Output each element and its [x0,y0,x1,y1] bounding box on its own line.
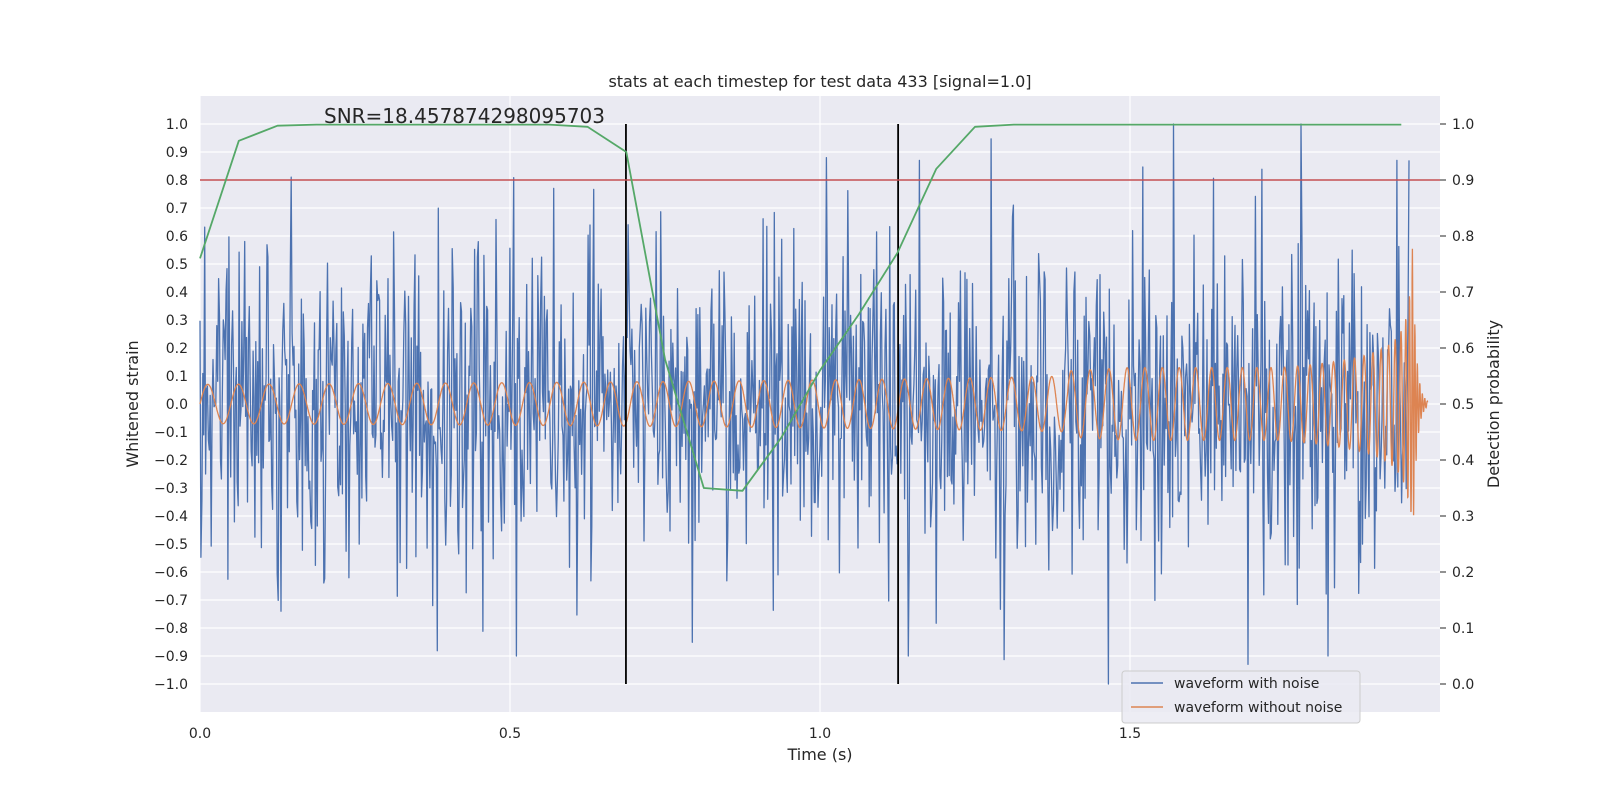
y-tick-label: −0.9 [154,649,188,665]
y-tick-label: −0.7 [154,593,188,609]
y-tick-label: 0.8 [166,173,188,189]
x-tick-label: 0.0 [189,726,211,742]
x-tick-label: 1.5 [1119,726,1141,742]
y2-tick-label: 0.3 [1452,509,1474,525]
y2-tick-label: 0.4 [1452,453,1474,469]
series-waveform-with-noise [199,123,1410,685]
legend-label-noisy: waveform with noise [1174,676,1319,692]
y-tick-label: −0.2 [154,453,188,469]
legend: waveform with noise waveform without noi… [1121,670,1361,724]
chart-title: stats at each timestep for test data 433… [608,72,1031,91]
y-tick-label: −1.0 [154,677,188,693]
y-tick-label: −0.8 [154,621,188,637]
y-tick-label: −0.4 [154,509,188,525]
y-tick-label: −0.5 [154,537,188,553]
y-tick-label: 1.0 [166,117,188,133]
y-tick-label: −0.3 [154,481,188,497]
plot-content [199,123,1440,685]
y-tick-label: 0.2 [166,341,188,357]
y2-tick-label: 1.0 [1452,117,1474,133]
y2-tick-label: 0.9 [1452,173,1474,189]
y-tick-label: 0.7 [166,201,188,217]
y-tick-label: 0.3 [166,313,188,329]
x-tick-label: 1.0 [809,726,831,742]
y-tick-label: −0.1 [154,425,188,441]
y-tick-label: −0.6 [154,565,188,581]
y-tick-label: 0.0 [166,397,188,413]
y-tick-label: 0.1 [166,369,188,385]
ticks: 0.0 0.5 1.0 1.5 1.0 0.9 0.8 0.7 0.6 0.5 0.4 0.3 0.2 0… [154,117,1474,742]
series-detection-probability [199,123,1402,492]
y-axis-title: Whitened strain [123,340,142,467]
y2-tick-label: 0.6 [1452,341,1474,357]
legend-box [1121,670,1361,724]
y-tick-label: 0.9 [166,145,188,161]
y-tick-label: 0.5 [166,257,188,273]
y-tick-label: 0.4 [166,285,188,301]
y2-tick-label: 0.8 [1452,229,1474,245]
y2-tick-label: 0.0 [1452,677,1474,693]
y-tick-label: 0.6 [166,229,188,245]
snr-annotation: SNR=18.457874298095703 [324,104,605,128]
y2-axis-title: Detection probability [1484,320,1503,488]
y2-tick-label: 0.7 [1452,285,1474,301]
x-tick-label: 0.5 [499,726,521,742]
legend-label-clean: waveform without noise [1174,700,1342,716]
x-axis-title: Time (s) [786,745,852,764]
y2-tick-label: 0.1 [1452,621,1474,637]
y2-tick-label: 0.2 [1452,565,1474,581]
y2-tick-label: 0.5 [1452,397,1474,413]
